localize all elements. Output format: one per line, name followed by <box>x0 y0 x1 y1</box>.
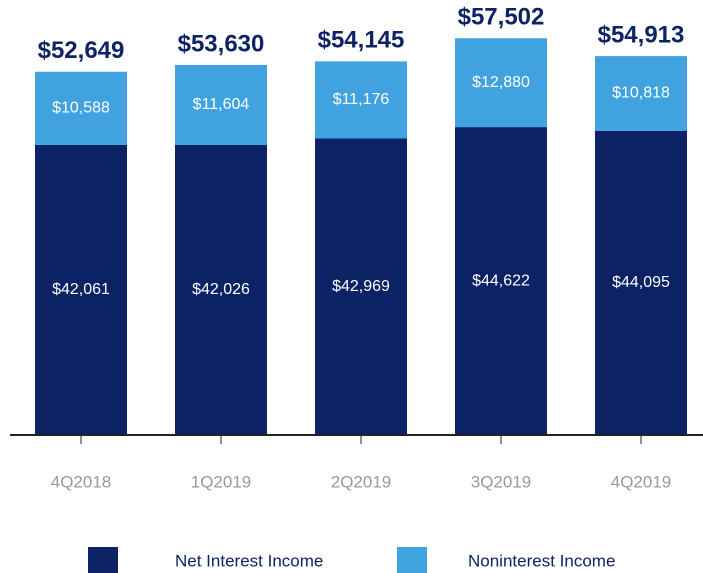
x-tick-label: 3Q2019 <box>471 472 532 491</box>
bar-segment <box>315 61 407 139</box>
total-label: $53,630 <box>178 30 265 57</box>
bar-segment <box>35 144 127 435</box>
x-tick-label: 1Q2019 <box>191 472 252 491</box>
value-label: $42,026 <box>192 281 250 298</box>
value-label: $42,061 <box>52 281 110 298</box>
bar-segment <box>315 138 407 435</box>
total-label: $54,145 <box>318 27 405 54</box>
total-label: $54,913 <box>598 21 685 48</box>
legend-swatch <box>88 547 118 573</box>
value-label: $11,604 <box>193 96 250 113</box>
value-label: $44,095 <box>612 274 670 291</box>
x-tick-label: 2Q2019 <box>331 472 392 491</box>
value-label: $11,176 <box>333 91 390 108</box>
value-label: $44,622 <box>472 272 530 289</box>
value-label: $42,969 <box>332 278 390 295</box>
bar-segment <box>455 127 547 435</box>
bar-segment <box>455 38 547 128</box>
value-label: $12,880 <box>472 74 530 91</box>
total-label: $57,502 <box>458 4 545 31</box>
bar-segment <box>35 71 127 145</box>
value-label: $10,588 <box>52 99 110 116</box>
x-tick-label: 4Q2019 <box>611 472 672 491</box>
total-label: $52,649 <box>38 37 125 64</box>
bar-segment <box>595 130 687 435</box>
legend-swatch <box>397 547 427 573</box>
legend-label: Net Interest Income <box>175 551 323 570</box>
value-label: $10,818 <box>612 85 670 102</box>
bar-segment <box>595 56 687 131</box>
legend-label: Noninterest Income <box>468 551 615 570</box>
x-tick-label: 4Q2018 <box>51 472 112 491</box>
bar-segment <box>175 145 267 435</box>
bar-segment <box>175 64 267 146</box>
